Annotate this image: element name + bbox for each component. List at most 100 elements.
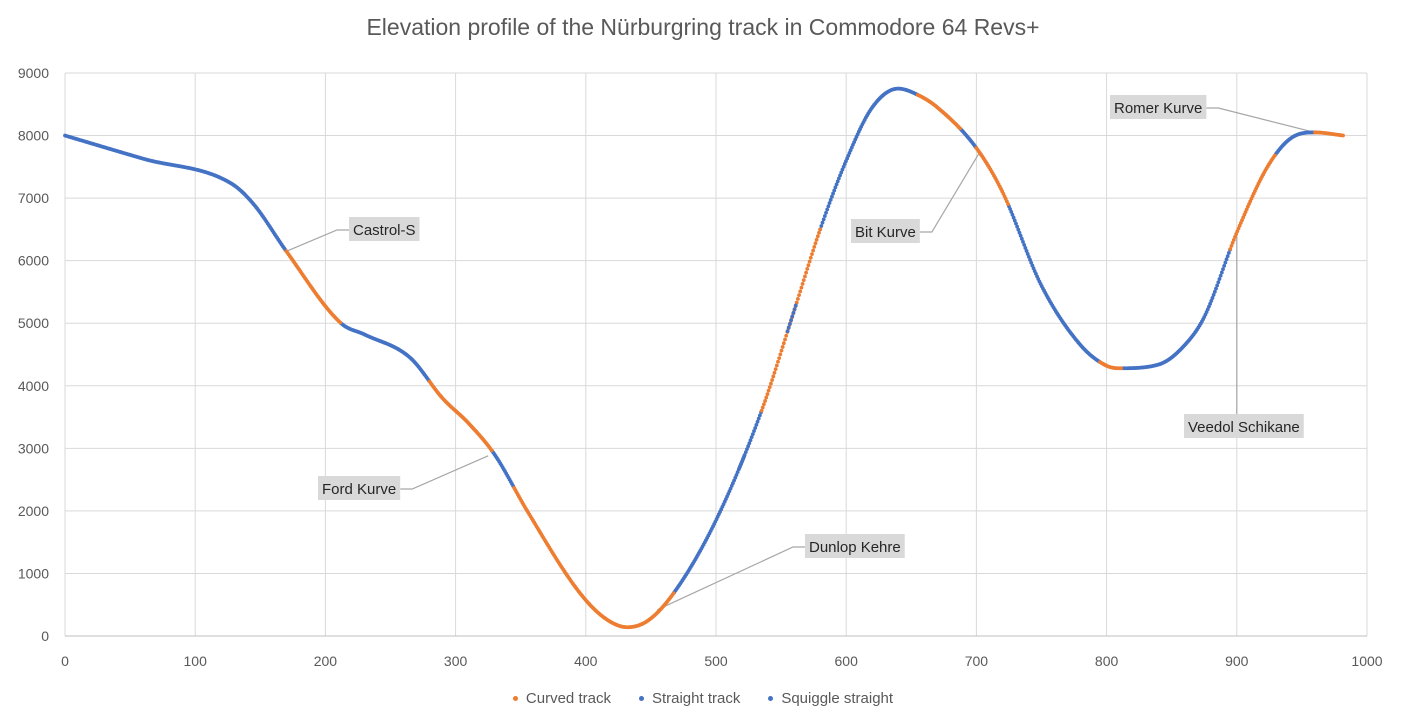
x-tick-label: 600 [835, 653, 859, 669]
data-point [1209, 299, 1214, 303]
data-point [1221, 267, 1225, 272]
data-point [814, 237, 819, 242]
legend-marker [768, 696, 774, 701]
y-tick-label: 1000 [18, 565, 49, 581]
data-point [1233, 235, 1237, 239]
annotation-leader-line [400, 455, 489, 490]
axis-labels: 0 100 200 300 400 500 600 700 800 900 1000 0 1000 200… [18, 65, 1383, 669]
data-point [741, 457, 745, 462]
data-point [771, 374, 776, 379]
data-point [759, 408, 764, 413]
data-point [789, 318, 794, 322]
annotation-box [1184, 414, 1304, 438]
data-point [1225, 254, 1230, 258]
data-point [821, 217, 826, 222]
annotation-box [1110, 95, 1207, 119]
data-point [820, 220, 825, 225]
data-point [754, 422, 759, 427]
data-point [790, 314, 795, 319]
data-point [748, 438, 753, 443]
data-point [764, 395, 769, 400]
x-tick-label: 400 [574, 653, 598, 669]
data-point [776, 359, 780, 364]
data-point [798, 289, 803, 294]
data-point [1216, 280, 1221, 285]
data-point [1341, 133, 1345, 138]
data-point [840, 167, 845, 172]
data-point [1011, 215, 1016, 220]
data-points [63, 86, 1345, 630]
data-point [1015, 224, 1020, 229]
legend-entry: Straight track [638, 690, 740, 707]
annotation-castrol-s: Castrol-S [349, 217, 420, 241]
data-point [800, 282, 805, 286]
data-point [1214, 286, 1218, 291]
data-point [1208, 301, 1213, 306]
data-point [1024, 249, 1029, 253]
y-tick-label: 4000 [18, 378, 49, 394]
annotation-label: Bit Kurve [855, 224, 916, 241]
data-point [1019, 236, 1024, 241]
data-point [808, 255, 813, 260]
data-point [1212, 289, 1217, 294]
y-tick-label: 5000 [18, 315, 49, 331]
data-point [827, 201, 832, 205]
data-point [784, 333, 789, 338]
annotation-box [318, 476, 401, 500]
annotation-bit-kurve: Bit Kurve [851, 219, 920, 243]
data-point [822, 214, 827, 218]
data-point [837, 176, 841, 181]
legend-marker [512, 696, 518, 701]
data-point [811, 248, 816, 253]
data-point [804, 270, 808, 275]
y-tick-label: 8000 [18, 128, 49, 144]
y-tick-label: 6000 [18, 253, 49, 269]
data-point [813, 241, 818, 246]
annotation-label: Ford Kurve [322, 481, 396, 498]
data-point [763, 399, 767, 403]
data-point [1222, 263, 1227, 268]
data-point [1219, 270, 1224, 275]
data-point [737, 465, 742, 470]
annotation-box [851, 219, 920, 243]
data-point [769, 381, 773, 386]
data-point [815, 234, 820, 239]
data-point [760, 405, 765, 410]
legend-label: Squiggle straight [781, 690, 894, 707]
data-point [746, 444, 751, 449]
data-point [1211, 293, 1216, 297]
data-point [958, 126, 962, 131]
data-point [755, 419, 760, 424]
y-tick-label: 2000 [18, 503, 49, 519]
data-point [793, 303, 798, 308]
data-point [791, 310, 796, 315]
data-point [806, 263, 811, 268]
data-point [767, 385, 772, 390]
x-tick-label: 200 [314, 653, 338, 669]
data-point [1017, 230, 1022, 235]
data-point [826, 204, 831, 209]
legend: Curved track Straight track Squiggle strai… [0, 690, 1406, 707]
data-point [1014, 221, 1018, 226]
annotation-label: Dunlop Kehre [809, 539, 901, 556]
data-point [742, 454, 747, 459]
data-point [829, 194, 834, 199]
data-point [805, 267, 810, 271]
y-tick-label: 7000 [18, 190, 49, 206]
data-point [796, 296, 800, 301]
data-point [753, 426, 758, 430]
data-point [1210, 296, 1215, 300]
data-point [1012, 218, 1017, 223]
x-tick-label: 700 [965, 653, 989, 669]
data-point [766, 388, 771, 393]
data-point [1230, 240, 1235, 245]
data-point [1025, 252, 1030, 256]
y-tick-label: 3000 [18, 440, 49, 456]
y-tick-label: 0 [41, 628, 49, 644]
x-tick-label: 100 [184, 653, 208, 669]
data-point [770, 378, 775, 382]
annotation-veedol-schikane: Veedol Schikane [1184, 414, 1304, 438]
data-point [779, 348, 784, 353]
data-point [819, 224, 824, 228]
